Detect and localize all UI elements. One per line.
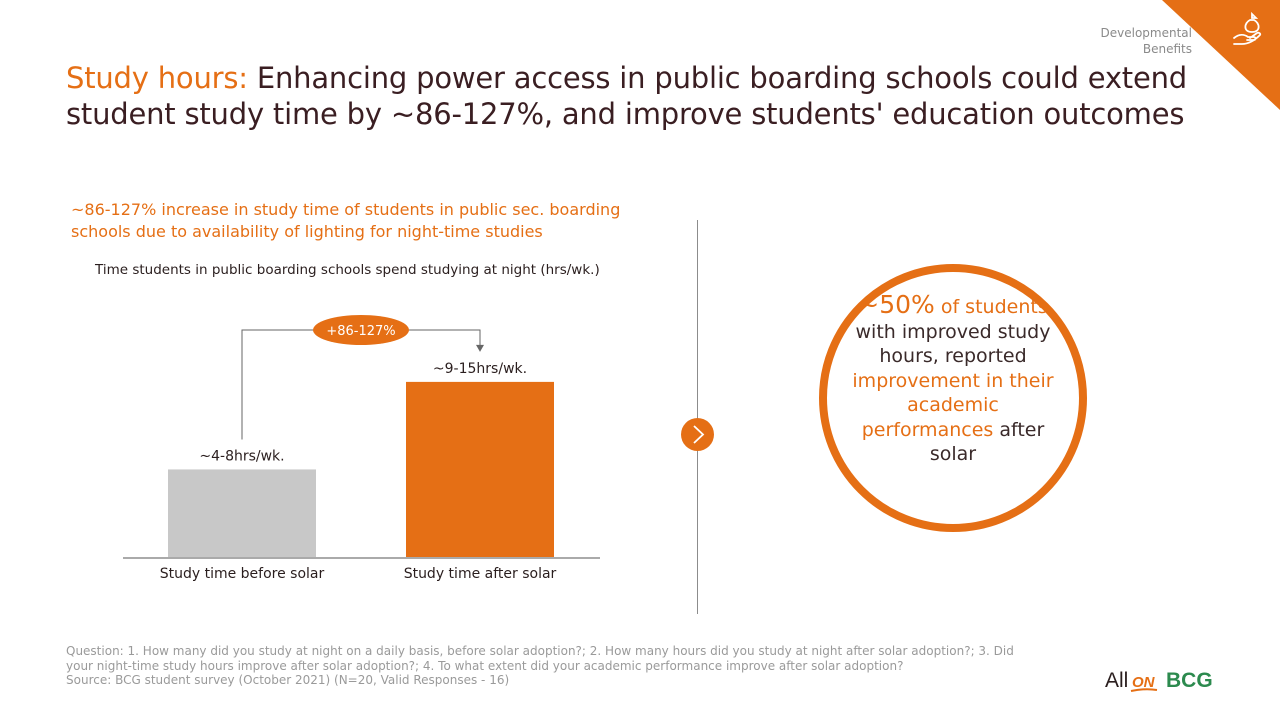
- growth-badge: [313, 315, 409, 345]
- hand-money-bag-icon: [1233, 11, 1262, 45]
- callout-ring: [819, 264, 1087, 532]
- page-title: Study hours: Enhancing power access in p…: [66, 60, 1196, 132]
- corner-label-line2: Benefits: [1142, 42, 1192, 56]
- category-label-after: Study time after solar: [404, 566, 557, 582]
- vertical-divider: [697, 220, 698, 614]
- next-arrow-circle: [681, 418, 714, 451]
- footnote-question: Question: 1. How many did you study at n…: [66, 644, 1014, 673]
- allon-logo-all: All: [1105, 669, 1128, 692]
- growth-badge-label: +86-127%: [326, 324, 395, 339]
- callout-line-c: after solar: [929, 418, 1045, 466]
- footnote-source: Source: BCG student survey (October 2021…: [66, 673, 510, 687]
- callout-line-b: improvement in their academic performanc…: [852, 369, 1054, 441]
- data-label-after: ~9-15hrs/wk.: [433, 361, 527, 377]
- chart-title: Time students in public boarding schools…: [95, 262, 600, 278]
- callout-line-a: with improved study hours, reported: [855, 320, 1051, 368]
- category-label-before: Study time before solar: [160, 566, 325, 582]
- allon-logo-on: ON: [1132, 674, 1156, 691]
- title-rest: Enhancing power access in public boardin…: [66, 61, 1187, 131]
- partner-logos: All ON BCG: [1105, 669, 1213, 692]
- corner-label-line1: Developmental: [1100, 26, 1192, 40]
- chevron-right-icon: [693, 425, 705, 444]
- bcg-logo: BCG: [1166, 669, 1213, 692]
- bar-before-solar: [168, 469, 316, 557]
- title-accent: Study hours:: [66, 61, 248, 95]
- bar-after-solar: [406, 381, 554, 557]
- footnote: Question: 1. How many did you study at n…: [66, 644, 1026, 688]
- corner-label: Developmental Benefits: [1101, 25, 1192, 57]
- growth-connector-arrowhead: [476, 344, 484, 352]
- data-label-before: ~4-8hrs/wk.: [199, 448, 284, 464]
- bar-chart: ~4-8hrs/wk. ~9-15hrs/wk. Study time befo…: [123, 315, 600, 582]
- left-heading: ~86-127% increase in study time of stude…: [71, 200, 621, 241]
- allon-logo-swoosh: [1130, 688, 1158, 692]
- callout-percent: ~50%: [858, 290, 935, 319]
- callout-text: ~50% of students with improved study hou…: [851, 290, 1055, 467]
- callout-of-students: of students: [934, 296, 1048, 318]
